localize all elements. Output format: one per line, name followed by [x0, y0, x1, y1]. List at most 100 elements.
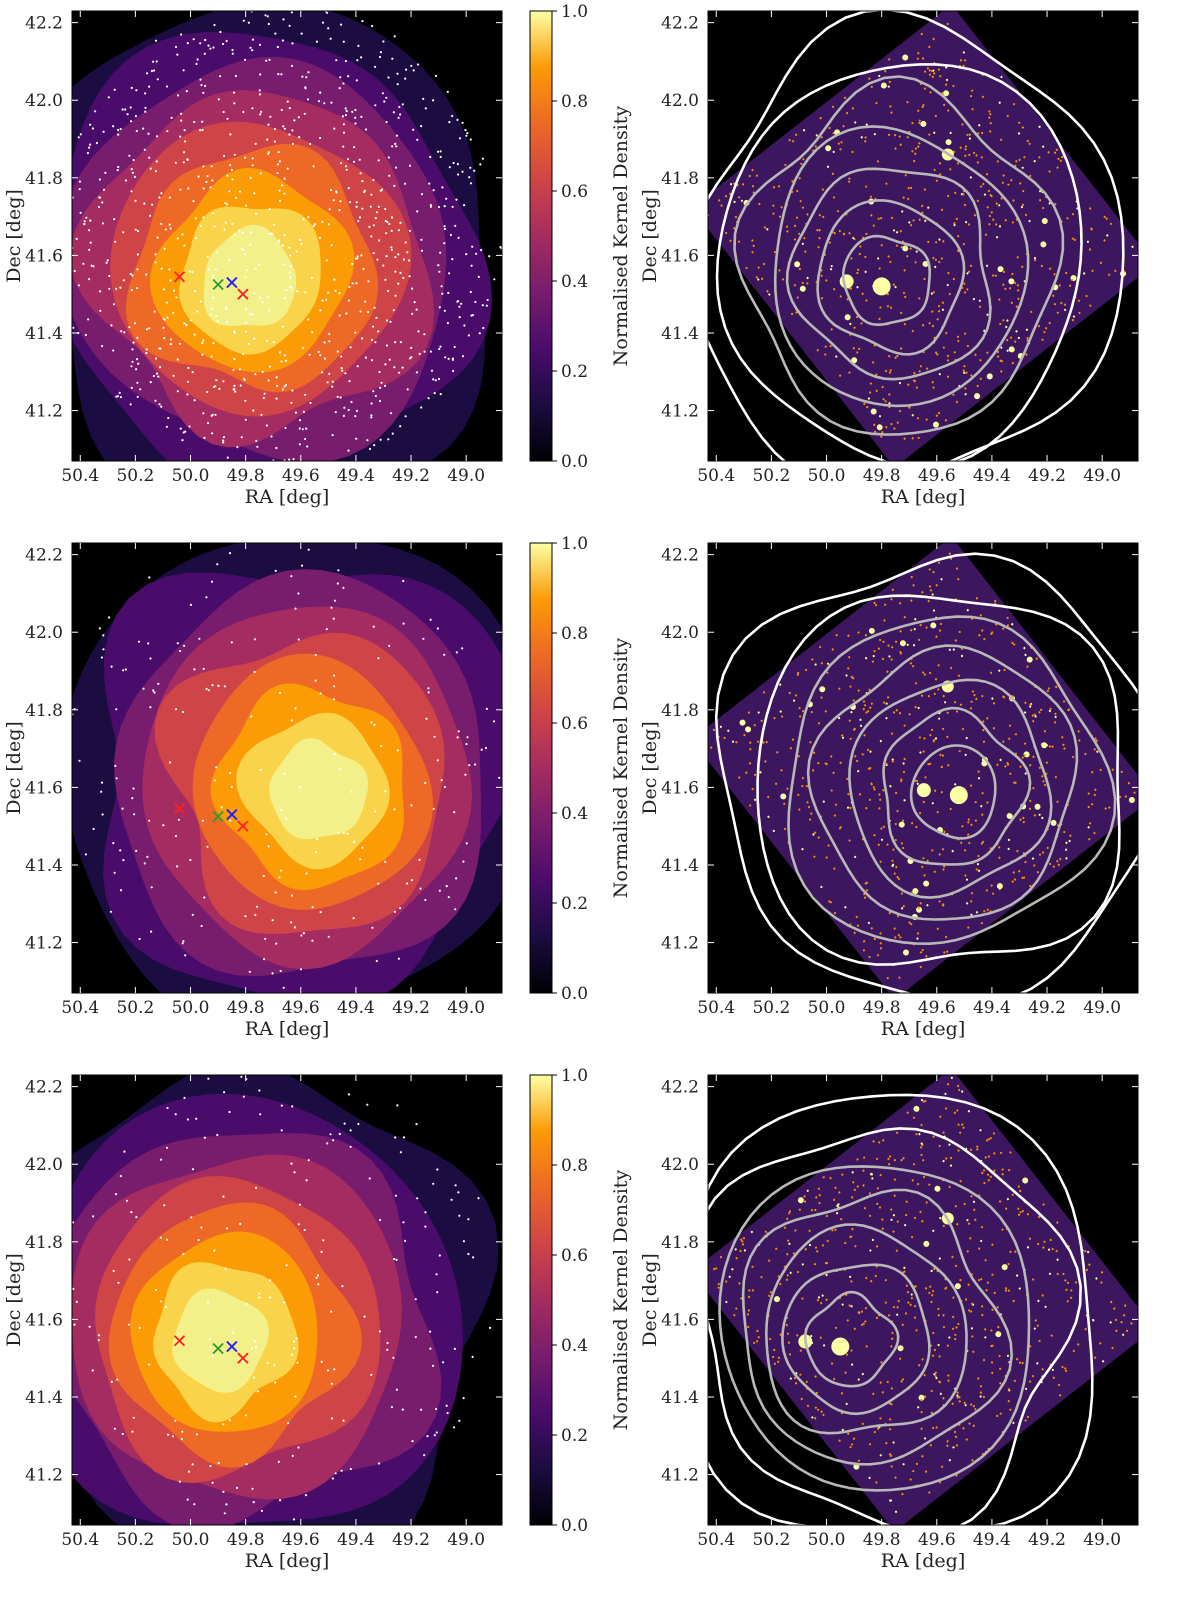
star-source: [830, 789, 833, 792]
star-source: [917, 706, 920, 710]
star-source: [924, 219, 927, 222]
star-source: [1005, 1207, 1008, 1210]
galaxy-point: [457, 1191, 460, 1194]
star-source: [1047, 687, 1050, 690]
star-source: [967, 1110, 971, 1113]
star-source: [906, 1291, 910, 1294]
galaxy-point: [406, 882, 409, 885]
star-source: [806, 282, 809, 285]
density-field: [708, 11, 1138, 461]
star-source: [789, 1271, 792, 1274]
galaxy-point: [357, 1122, 360, 1126]
star-source: [798, 808, 801, 811]
star-source: [903, 1266, 906, 1269]
x-tick-label: 49.4: [973, 998, 1011, 1018]
image-background: [708, 1075, 1138, 1525]
galaxy-point: [296, 290, 299, 293]
star-source: [979, 359, 982, 362]
galaxy-point: [160, 222, 163, 225]
star-source: [887, 696, 890, 699]
star-source: [1065, 857, 1068, 860]
galaxy-point: [355, 201, 358, 204]
galaxy-point: [364, 128, 368, 131]
star-source: [846, 806, 850, 809]
galaxy-point: [163, 337, 166, 340]
x-tick-label: 49.0: [447, 998, 485, 1018]
star-source: [1032, 787, 1035, 790]
galaxy-point: [60, 276, 62, 278]
star-source: [929, 671, 932, 675]
galaxy-point: [241, 1360, 244, 1363]
galaxy-point: [330, 244, 333, 247]
galaxy-point: [244, 204, 248, 207]
y-axis-label: Dec [deg]: [3, 721, 25, 815]
star-source: [820, 274, 823, 277]
star-source: [874, 1274, 877, 1278]
star-source: [822, 1344, 826, 1347]
galaxy-point: [244, 915, 247, 918]
star-source: [822, 800, 825, 803]
galaxy-point: [254, 913, 257, 917]
star-source: [919, 1210, 922, 1213]
star-source: [731, 740, 735, 743]
bright-galaxy-1: [872, 277, 891, 296]
galaxy-point: [199, 224, 202, 227]
galaxy-point: [284, 426, 287, 430]
star-source: [798, 177, 801, 180]
star-source: [742, 1237, 746, 1240]
galaxy-point: [288, 107, 291, 110]
galaxy-point: [336, 582, 339, 585]
star-source: [976, 199, 979, 202]
galaxy-point: [346, 832, 349, 835]
star-source: [922, 104, 925, 107]
galaxy-point: [128, 326, 131, 329]
galaxy-point: [378, 55, 382, 59]
galaxy-point: [166, 85, 169, 88]
galaxy-point: [142, 127, 145, 130]
galaxy-point: [288, 458, 291, 461]
galaxy-point: [333, 278, 336, 281]
star-source: [809, 741, 812, 744]
galaxy-point: [187, 1470, 191, 1473]
galaxy-point: [206, 390, 209, 394]
galaxy-point: [445, 885, 448, 888]
galaxy-point: [460, 302, 463, 305]
star-source: [927, 763, 930, 766]
galaxy-point: [258, 43, 262, 47]
galaxy-point: [183, 151, 186, 154]
star-source: [914, 705, 917, 709]
star-source: [1017, 1185, 1020, 1188]
galaxy-point: [200, 1226, 203, 1229]
galaxy-point: [488, 255, 491, 258]
star-source: [1110, 1300, 1113, 1304]
star-source: [788, 1210, 792, 1213]
star-source: [923, 737, 926, 740]
galaxy-point: [452, 369, 455, 373]
y-tick-label: 41.6: [661, 1310, 699, 1330]
galaxy-point: [401, 1408, 404, 1411]
star-source: [743, 733, 746, 737]
star-source: [814, 1375, 817, 1378]
galaxy-point: [404, 241, 407, 244]
star-source: [766, 290, 769, 293]
galaxy-point: [122, 669, 125, 672]
star-source: [939, 622, 943, 626]
galaxy-point: [356, 59, 359, 62]
star-source: [912, 1116, 916, 1119]
star-source: [896, 1306, 899, 1309]
star-source: [996, 350, 1000, 354]
galaxy-point: [380, 188, 384, 191]
galaxy-point: [390, 1406, 393, 1409]
galaxy-point: [119, 1175, 122, 1178]
star-source: [988, 116, 991, 119]
star-source: [946, 1440, 949, 1443]
star-source: [852, 1181, 855, 1184]
galaxy-point: [493, 278, 496, 281]
galaxy-point: [267, 22, 270, 26]
star-source: [1041, 775, 1044, 778]
star-source: [826, 165, 830, 168]
star-source: [834, 1228, 837, 1231]
galaxy-point: [183, 1096, 186, 1099]
galaxy-point: [326, 11, 329, 14]
galaxy-point: [279, 969, 282, 973]
